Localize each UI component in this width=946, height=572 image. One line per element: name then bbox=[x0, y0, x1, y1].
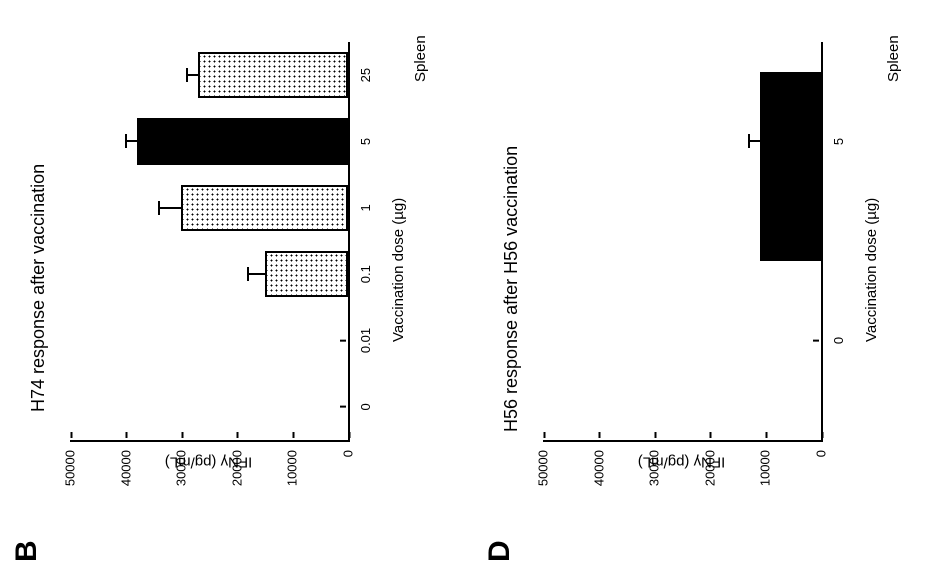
bar bbox=[265, 251, 348, 297]
plot-area-b: 0100002000030000400005000000.010.11525 bbox=[70, 42, 350, 442]
error-bar bbox=[248, 273, 265, 275]
annotation-spleen-b: Spleen bbox=[412, 35, 429, 82]
bar bbox=[137, 118, 348, 164]
error-bar bbox=[126, 141, 137, 143]
ytick: 20000 bbox=[229, 440, 244, 486]
ylabel-d: IFNγ (pg/mL) bbox=[602, 454, 762, 471]
xtick: 0 bbox=[348, 403, 373, 410]
xtick: 25 bbox=[348, 68, 373, 82]
error-bar bbox=[159, 207, 181, 209]
ytick: 40000 bbox=[591, 440, 606, 486]
panel-d: D H56 response after H56 vaccination IFN… bbox=[473, 0, 946, 572]
panel-title-d: H56 response after H56 vaccination bbox=[501, 146, 522, 432]
error-bar bbox=[749, 141, 760, 143]
ytick: 50000 bbox=[63, 440, 78, 486]
error-bar bbox=[187, 74, 198, 76]
xtick: 0.1 bbox=[348, 265, 373, 283]
error-cap bbox=[186, 68, 188, 82]
error-cap bbox=[158, 201, 160, 215]
bar bbox=[181, 185, 348, 231]
panel-letter-d: D bbox=[483, 540, 517, 562]
panel-letter-b: B bbox=[10, 540, 44, 562]
ytick: 50000 bbox=[536, 440, 551, 486]
ytick: 0 bbox=[814, 440, 829, 457]
panel-b: B H74 response after vaccination IFNγ (p… bbox=[0, 0, 473, 572]
xtick: 1 bbox=[348, 204, 373, 211]
chart-b: IFNγ (pg/mL) 010000200003000040000500000… bbox=[60, 22, 450, 512]
xlabel-d: Vaccination dose (µg) bbox=[863, 198, 880, 342]
figure-root: B H74 response after vaccination IFNγ (p… bbox=[0, 0, 946, 572]
panel-title-b: H74 response after vaccination bbox=[28, 164, 49, 412]
xlabel-b: Vaccination dose (µg) bbox=[390, 198, 407, 342]
annotation-spleen-d: Spleen bbox=[885, 35, 902, 82]
plot-area-d: 0100002000030000400005000005 bbox=[543, 42, 823, 442]
ylabel-b: IFNγ (pg/mL) bbox=[129, 454, 289, 471]
ytick: 30000 bbox=[174, 440, 189, 486]
chart-d: IFNγ (pg/mL) 010000200003000040000500000… bbox=[533, 22, 923, 512]
xtick: 5 bbox=[348, 138, 373, 145]
ytick: 0 bbox=[341, 440, 356, 457]
ytick: 30000 bbox=[647, 440, 662, 486]
error-cap bbox=[247, 267, 249, 281]
ytick: 10000 bbox=[285, 440, 300, 486]
xtick: 0 bbox=[821, 337, 846, 344]
ytick: 20000 bbox=[702, 440, 717, 486]
xtick: 0.01 bbox=[348, 328, 373, 353]
error-cap bbox=[125, 135, 127, 149]
ytick: 40000 bbox=[118, 440, 133, 486]
xtick: 5 bbox=[821, 138, 846, 145]
bar bbox=[760, 72, 821, 261]
bar bbox=[198, 52, 348, 98]
ytick: 10000 bbox=[758, 440, 773, 486]
rotated-stage: B H74 response after vaccination IFNγ (p… bbox=[0, 0, 946, 572]
error-cap bbox=[748, 135, 750, 149]
